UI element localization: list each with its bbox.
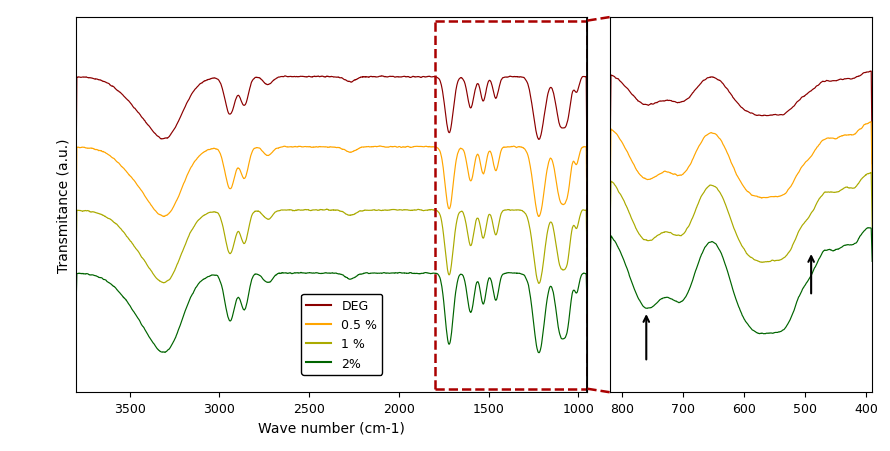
- X-axis label: Wave number (cm-1): Wave number (cm-1): [258, 421, 405, 435]
- Y-axis label: Transmitance (a.u.): Transmitance (a.u.): [56, 138, 70, 272]
- Legend: DEG, 0.5 %, 1 %, 2%: DEG, 0.5 %, 1 %, 2%: [301, 295, 383, 375]
